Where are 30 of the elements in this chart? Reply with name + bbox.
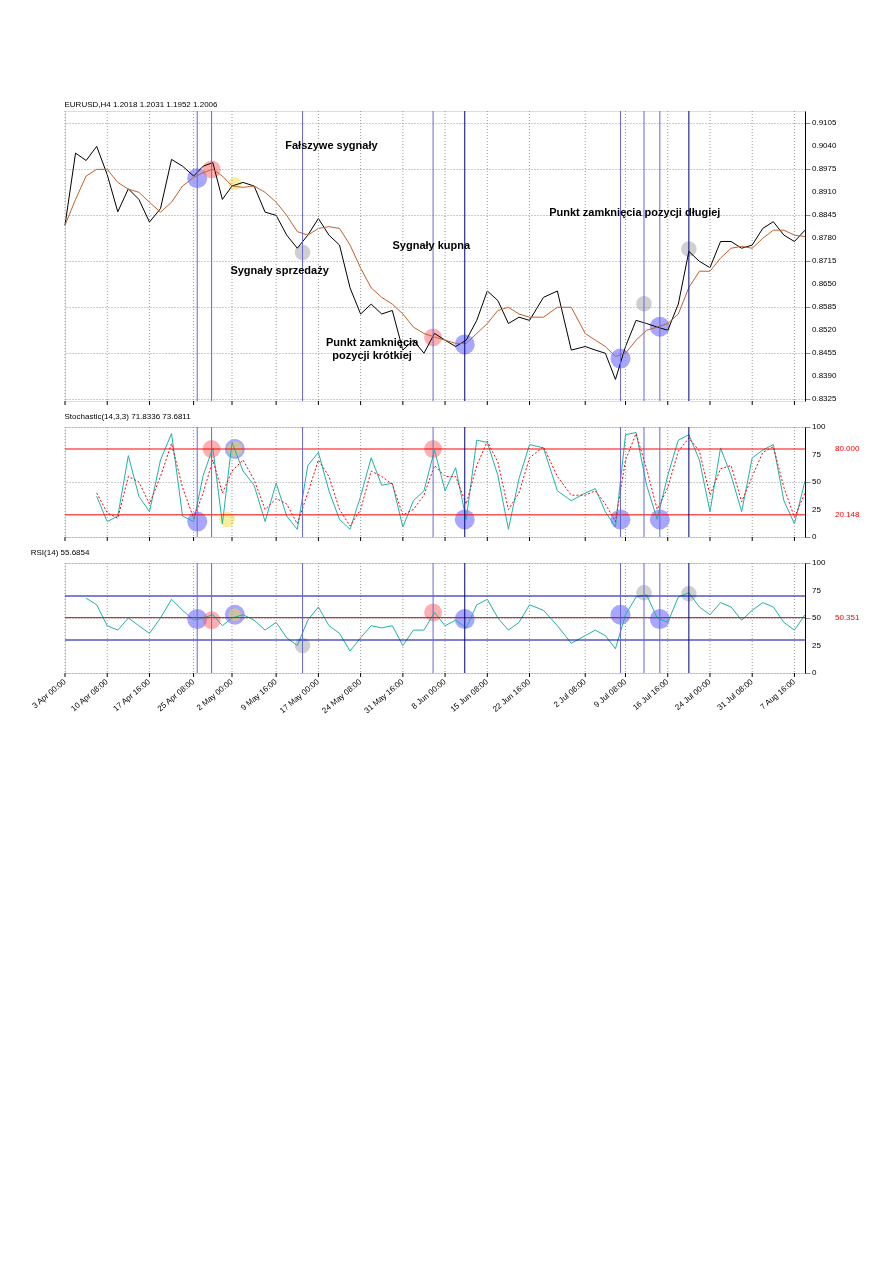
- y-tick-label: 25: [812, 504, 822, 514]
- y-tick-label: 0: [812, 668, 817, 677]
- y-tick-label: 0.8520: [812, 325, 838, 335]
- chart-title: EURUSD,H4 1.2018 1.2031 1.1952 1.2006: [64, 99, 219, 109]
- y-tick-label: 0.8975: [812, 164, 838, 174]
- y-tick-label: 0.8585: [812, 302, 838, 312]
- y-tick-label: 100: [812, 422, 826, 431]
- y-tick-label: 25: [812, 640, 822, 650]
- y-tick-label: 0.8910: [812, 187, 838, 197]
- y-tick-label: 75: [812, 585, 822, 595]
- y-tick-label: 0: [812, 532, 817, 541]
- y-tick-label: 50: [812, 477, 822, 486]
- y-tick-label: 0.8715: [812, 256, 838, 266]
- ref-line-label: 20.148: [835, 509, 861, 519]
- ref-line-label: 80.000: [835, 444, 861, 453]
- y-tick-label: 0.8390: [812, 371, 838, 381]
- y-tick-label: 75: [812, 449, 822, 459]
- annotation: Punkt zamknięcia pozycji krótkiej: [325, 336, 420, 361]
- y-tick-label: 0.9105: [812, 118, 838, 128]
- y-tick-label: 0.8455: [812, 348, 838, 358]
- y-tick-label: 50: [812, 613, 822, 622]
- y-tick-label: 0.9040: [812, 141, 838, 151]
- y-tick-label: 0.8845: [812, 210, 838, 220]
- y-tick-label: 0.8780: [812, 233, 838, 243]
- chart-title: Stochastic(14,3,3) 71.8336 73.6811: [64, 412, 192, 421]
- y-tick-label: 0.8325: [812, 394, 838, 404]
- y-tick-label: 0.8650: [812, 279, 838, 289]
- y-tick-label: 100: [812, 558, 826, 567]
- chart-title: RSI(14) 55.6854: [30, 548, 90, 557]
- ref-line-label: 50.351: [835, 612, 861, 622]
